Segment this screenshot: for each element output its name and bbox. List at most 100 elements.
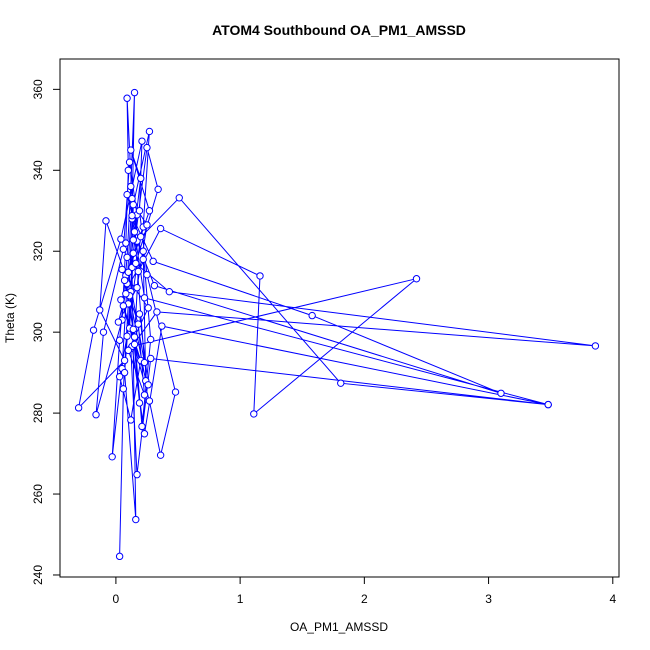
series-line (77, 92, 596, 557)
data-point (120, 356, 129, 365)
data-point (115, 552, 124, 561)
data-point (134, 320, 142, 328)
data-point (124, 166, 133, 174)
data-point (127, 416, 135, 424)
data-point (128, 211, 136, 220)
data-point (171, 388, 180, 396)
chart-title: ATOM4 Southbound OA_PM1_AMSSD (212, 22, 466, 38)
data-point (145, 207, 154, 215)
data-point (150, 281, 159, 290)
y-tick-label: 340 (31, 160, 45, 180)
data-point (139, 255, 147, 264)
data-point (140, 294, 149, 302)
data-point (89, 326, 98, 334)
data-point (137, 232, 145, 241)
data-point (137, 174, 145, 183)
data-point (127, 146, 135, 154)
data-point (124, 268, 133, 276)
y-tick-label: 360 (31, 79, 45, 99)
y-axis-label: Theta (K) (3, 293, 17, 343)
data-point (102, 217, 110, 225)
data-point (129, 200, 137, 209)
data-point (138, 137, 146, 145)
data-point (256, 272, 264, 280)
data-point (156, 224, 165, 233)
x-tick-label: 4 (609, 592, 616, 606)
data-point (149, 257, 157, 266)
data-point (118, 265, 126, 274)
data-point (144, 304, 152, 312)
data-point (114, 318, 123, 326)
x-tick-label: 0 (113, 592, 120, 606)
data-point (130, 340, 139, 349)
data-point (129, 249, 137, 257)
data-point (108, 453, 116, 461)
data-point (130, 333, 139, 341)
data-point (129, 325, 137, 334)
data-point (544, 400, 552, 409)
data-point (156, 451, 165, 459)
x-tick-label: 2 (361, 592, 368, 606)
data-point (122, 290, 130, 298)
data-point (120, 368, 129, 377)
x-axis: 0 1 2 3 4 (113, 576, 616, 606)
data-point (117, 296, 125, 304)
data-point (143, 221, 151, 229)
data-point (144, 381, 152, 389)
data-point (123, 190, 131, 199)
data-point (124, 346, 133, 355)
data-point (130, 228, 139, 236)
data-point (497, 389, 505, 397)
data-point (135, 207, 144, 215)
x-tick-label: 3 (485, 592, 492, 606)
data-point (74, 404, 83, 412)
data-point (117, 235, 125, 243)
data-point (123, 253, 131, 261)
data-point (130, 88, 139, 97)
data-point (115, 372, 124, 381)
data-point (135, 399, 144, 407)
data-point (165, 287, 174, 296)
data-point (337, 379, 345, 387)
y-tick-label: 240 (31, 565, 45, 585)
data-point (135, 310, 144, 318)
y-tick-label: 260 (31, 484, 45, 504)
data-point (175, 194, 183, 202)
data-point (140, 358, 149, 367)
data-point (125, 158, 134, 166)
data-point (92, 411, 100, 419)
data-point (591, 342, 600, 350)
data-point (139, 247, 147, 255)
data-point (123, 332, 131, 340)
data-point (129, 236, 137, 244)
data-point (146, 335, 155, 344)
data-point (145, 127, 154, 136)
data-point (140, 430, 149, 438)
data-point (127, 182, 135, 191)
data-point (250, 410, 258, 418)
data-point (140, 391, 149, 399)
data-point (119, 385, 128, 393)
data-point (134, 267, 142, 276)
data-point (133, 283, 141, 292)
data-point (123, 94, 131, 102)
x-axis-label: OA_PM1_AMSSD (290, 620, 388, 634)
data-point (122, 239, 130, 247)
data-series (74, 88, 600, 561)
data-point (120, 276, 129, 285)
data-point (143, 143, 151, 152)
data-point (132, 515, 140, 524)
y-tick-label: 280 (31, 403, 45, 423)
y-axis: 240 260 280 300 320 340 360 (31, 79, 61, 585)
data-point (119, 302, 128, 310)
data-point (146, 354, 155, 363)
data-point (154, 185, 162, 194)
data-point (158, 322, 166, 330)
data-point (308, 311, 316, 320)
data-point (115, 336, 124, 344)
data-point (96, 306, 104, 314)
data-point (132, 259, 140, 268)
data-point (138, 422, 146, 431)
x-tick-label: 1 (237, 592, 244, 606)
